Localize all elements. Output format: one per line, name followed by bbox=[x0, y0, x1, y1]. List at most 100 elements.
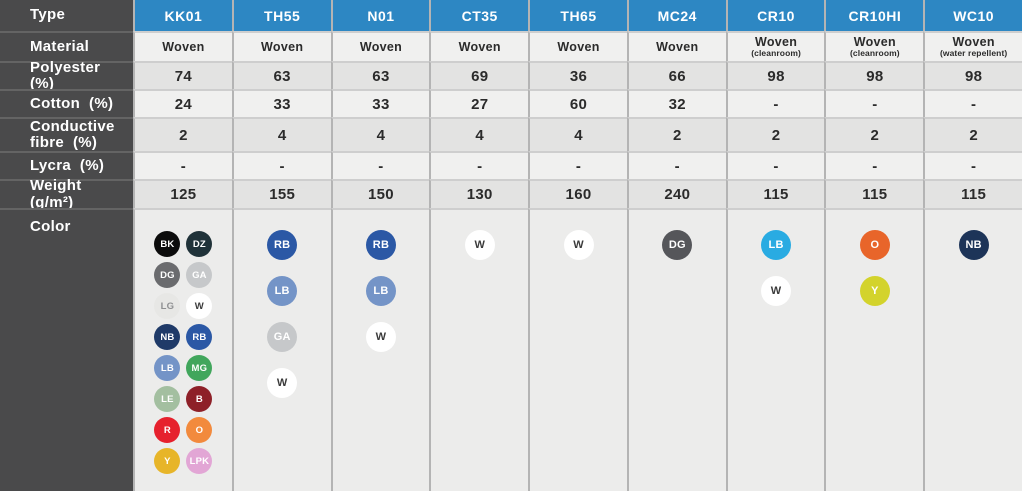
row-conductive-fibre: Conductive fibre (%) 2 4 4 4 4 2 2 2 2 bbox=[0, 117, 1022, 151]
color-cell-th65: W bbox=[528, 208, 627, 491]
color-dot-w: W bbox=[365, 322, 396, 352]
conductive-cell-th55: 4 bbox=[231, 117, 331, 151]
row-weight: Weight (g/m²) 125 155 150 130 160 240 11… bbox=[0, 177, 1022, 210]
lycra-cell-cr10: - bbox=[725, 151, 825, 179]
material-cell-wc10: Woven (water repellent) bbox=[923, 31, 1022, 61]
row-lycra: Lycra (%) - - - - - - - - - bbox=[0, 151, 1022, 179]
type-header-th65: TH65 bbox=[528, 0, 627, 31]
color-dot-w: W bbox=[563, 230, 594, 260]
material-value: Woven bbox=[952, 34, 995, 49]
row-label-material: Material bbox=[0, 31, 133, 61]
color-dot-lb: LB bbox=[267, 276, 298, 306]
lycra-cell-ct35: - bbox=[429, 151, 529, 179]
material-cell-cr10hi: Woven (cleanroom) bbox=[824, 31, 924, 61]
type-header-ct35: CT35 bbox=[429, 0, 529, 31]
cotton-cell-th55: 33 bbox=[231, 89, 331, 117]
weight-cell-cr10hi: 115 bbox=[824, 179, 924, 208]
cotton-cell-cr10hi: - bbox=[824, 89, 924, 117]
weight-cell-n01: 150 bbox=[330, 179, 430, 208]
type-header-n01: N01 bbox=[330, 0, 430, 31]
type-header-wc10: WC10 bbox=[923, 0, 1022, 31]
weight-cell-ct35: 130 bbox=[429, 179, 529, 208]
cotton-cell-ct35: 27 bbox=[429, 89, 529, 117]
conductive-cell-cr10: 2 bbox=[725, 117, 825, 151]
polyester-cell-th65: 36 bbox=[528, 61, 627, 89]
color-cell-cr10: LB W bbox=[725, 208, 825, 491]
color-swatches-kk01: BK DZ DG GA LG W NB RB LB MG LE B R O Y … bbox=[154, 210, 213, 474]
type-header-cr10: CR10 bbox=[725, 0, 825, 31]
color-swatches-th65: W bbox=[563, 210, 594, 260]
material-note: (water repellent) bbox=[939, 48, 1008, 59]
material-cell-th55: Woven bbox=[231, 31, 331, 61]
conductive-cell-th65: 4 bbox=[528, 117, 627, 151]
conductive-cell-n01: 4 bbox=[330, 117, 430, 151]
color-dot-nb: NB bbox=[958, 230, 989, 260]
color-dot-rb: RB bbox=[365, 230, 396, 260]
polyester-cell-wc10: 98 bbox=[923, 61, 1022, 89]
color-dot-y: Y bbox=[859, 276, 890, 306]
row-label-color: Color bbox=[0, 208, 133, 491]
type-header-th55: TH55 bbox=[231, 0, 331, 31]
weight-cell-kk01: 125 bbox=[133, 179, 232, 208]
material-value: Woven bbox=[557, 39, 600, 54]
polyester-cell-cr10hi: 98 bbox=[824, 61, 924, 89]
row-label-weight: Weight (g/m²) bbox=[0, 177, 133, 210]
conductive-cell-cr10hi: 2 bbox=[824, 117, 924, 151]
conductive-cell-wc10: 2 bbox=[923, 117, 1022, 151]
cotton-cell-th65: 60 bbox=[528, 89, 627, 117]
color-dot-rb: RB bbox=[186, 324, 213, 350]
weight-cell-cr10: 115 bbox=[725, 179, 825, 208]
color-cell-cr10hi: O Y bbox=[824, 208, 924, 491]
color-cell-ct35: W bbox=[429, 208, 529, 491]
material-value: Woven bbox=[458, 39, 501, 54]
type-header-cr10hi: CR10HI bbox=[824, 0, 924, 31]
polyester-cell-ct35: 69 bbox=[429, 61, 529, 89]
polyester-cell-th55: 63 bbox=[231, 61, 331, 89]
color-dot-lb: LB bbox=[154, 355, 181, 381]
color-dot-mg: MG bbox=[186, 355, 213, 381]
lycra-cell-th65: - bbox=[528, 151, 627, 179]
color-dot-o: O bbox=[186, 417, 213, 443]
color-dot-dg: DG bbox=[662, 230, 693, 260]
color-dot-dz: DZ bbox=[186, 231, 213, 257]
color-swatches-n01: RB LB W bbox=[365, 210, 396, 352]
color-dot-ga: GA bbox=[186, 262, 213, 288]
color-dot-w: W bbox=[267, 368, 298, 398]
color-dot-rb: RB bbox=[267, 230, 298, 260]
row-label-conductive-fibre: Conductive fibre (%) bbox=[0, 117, 133, 151]
row-type: Type KK01 TH55 N01 CT35 TH65 MC24 CR10 C… bbox=[0, 0, 1022, 31]
polyester-cell-kk01: 74 bbox=[133, 61, 232, 89]
row-cotton: Cotton (%) 24 33 33 27 60 32 - - - bbox=[0, 89, 1022, 117]
material-value: Woven bbox=[359, 39, 403, 54]
row-label-cotton: Cotton (%) bbox=[0, 89, 133, 117]
row-label-lycra: Lycra (%) bbox=[0, 151, 133, 179]
material-cell-kk01: Woven bbox=[133, 31, 232, 61]
color-swatches-cr10hi: O Y bbox=[859, 210, 890, 306]
row-color: Color BK DZ DG GA LG W NB RB LB MG LE B … bbox=[0, 208, 1022, 491]
color-dot-bk: BK bbox=[154, 231, 181, 257]
weight-cell-wc10: 115 bbox=[923, 179, 1022, 208]
color-cell-mc24: DG bbox=[626, 208, 726, 491]
lycra-cell-n01: - bbox=[330, 151, 430, 179]
color-swatches-ct35: W bbox=[464, 210, 495, 260]
polyester-cell-cr10: 98 bbox=[725, 61, 825, 89]
conductive-cell-mc24: 2 bbox=[626, 117, 726, 151]
color-swatches-mc24: DG bbox=[662, 210, 693, 260]
color-swatches-wc10: NB bbox=[958, 210, 989, 260]
color-cell-wc10: NB bbox=[923, 208, 1022, 491]
color-swatches-cr10: LB W bbox=[761, 210, 792, 306]
color-dot-r: R bbox=[154, 417, 181, 443]
color-dot-o: O bbox=[859, 230, 890, 260]
color-dot-w: W bbox=[761, 276, 792, 306]
material-cell-cr10: Woven (cleanroom) bbox=[725, 31, 825, 61]
type-header-mc24: MC24 bbox=[626, 0, 726, 31]
color-cell-n01: RB LB W bbox=[330, 208, 430, 491]
lycra-cell-cr10hi: - bbox=[824, 151, 924, 179]
type-header-kk01: KK01 bbox=[133, 0, 232, 31]
color-dot-y: Y bbox=[154, 448, 181, 474]
cotton-cell-mc24: 32 bbox=[626, 89, 726, 117]
lycra-cell-mc24: - bbox=[626, 151, 726, 179]
color-cell-kk01: BK DZ DG GA LG W NB RB LB MG LE B R O Y … bbox=[133, 208, 232, 491]
color-dot-w: W bbox=[464, 230, 495, 260]
